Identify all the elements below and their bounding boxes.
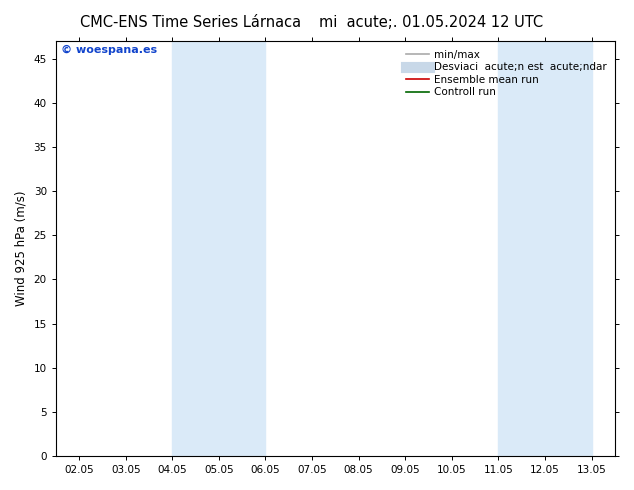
Text: CMC-ENS Time Series Lárnaca: CMC-ENS Time Series Lárnaca (80, 15, 301, 30)
Y-axis label: Wind 925 hPa (m/s): Wind 925 hPa (m/s) (15, 191, 28, 306)
Text: mi  acute;. 01.05.2024 12 UTC: mi acute;. 01.05.2024 12 UTC (319, 15, 543, 30)
Legend: min/max, Desviaci  acute;n est  acute;ndar, Ensemble mean run, Controll run: min/max, Desviaci acute;n est acute;ndar… (403, 47, 610, 100)
Text: © woespana.es: © woespana.es (61, 46, 157, 55)
Bar (172, 41, 266, 456)
Bar (498, 41, 592, 456)
